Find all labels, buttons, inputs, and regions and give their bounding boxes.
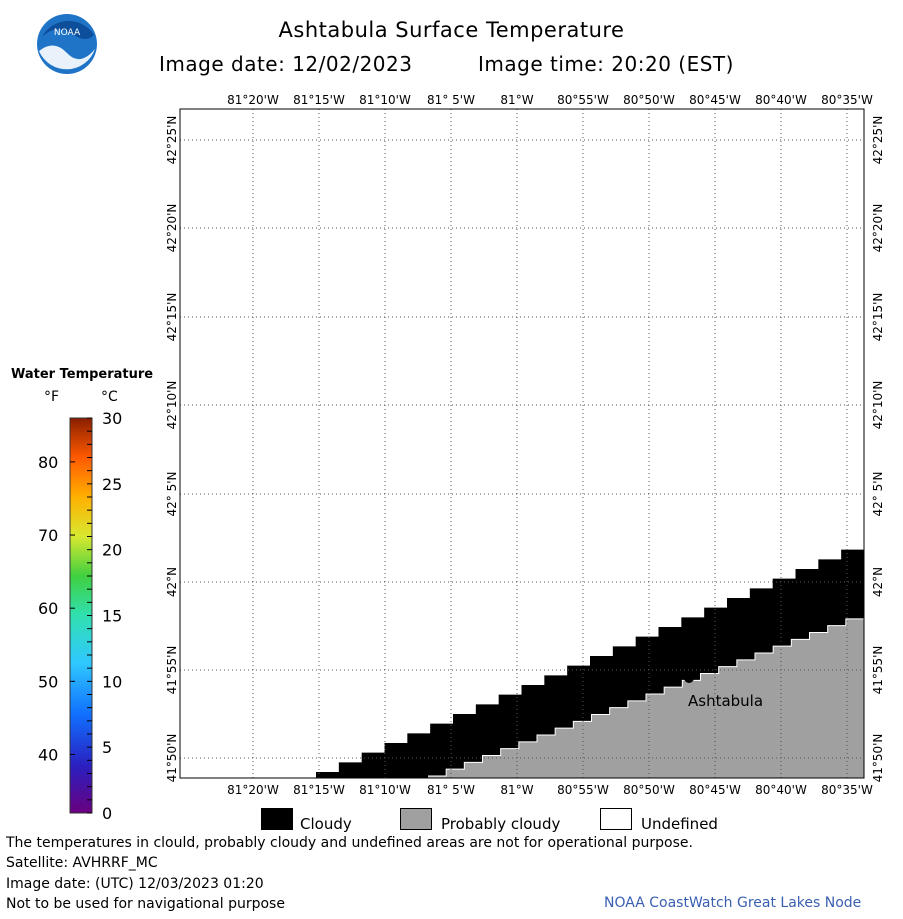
noaa-logo: NOAA bbox=[36, 13, 98, 79]
lat-label-right: 42°20'N bbox=[871, 204, 885, 253]
legend-title: Water Temperature bbox=[11, 367, 154, 382]
lat-label-right: 42° 5'N bbox=[871, 472, 885, 517]
map-border bbox=[179, 108, 865, 779]
legend-f-label: 70 bbox=[38, 526, 58, 545]
footer-satellite: Satellite: AVHRRF_MC bbox=[6, 855, 158, 871]
map-layer: 81°20'W 81°15'W 81°10'W 81° 5'W 81°W 80°55'W 8… bbox=[38, 93, 885, 823]
lat-label-right: 41°55'N bbox=[871, 646, 885, 695]
key-swatch-probably-cloudy bbox=[400, 808, 432, 830]
footer-utc-date: Image date: (UTC) 12/03/2023 01:20 bbox=[6, 876, 264, 892]
key-label-probably-cloudy: Probably cloudy bbox=[441, 815, 561, 833]
footer-note: The temperatures in clould, probably clo… bbox=[6, 835, 693, 851]
lon-label-bottom: 81°W bbox=[500, 783, 533, 797]
city-label: Ashtabula bbox=[688, 692, 763, 710]
lat-label-left: 41°55'N bbox=[165, 646, 179, 695]
key-swatch-undefined bbox=[600, 808, 632, 830]
lon-label-bottom: 80°40'W bbox=[755, 783, 807, 797]
key-label-cloudy: Cloudy bbox=[300, 815, 352, 833]
lon-label-top: 80°45'W bbox=[689, 93, 741, 107]
lat-label-left: 42° 5'N bbox=[165, 472, 179, 517]
lon-label-bottom: 80°50'W bbox=[623, 783, 675, 797]
lon-label-bottom: 80°35'W bbox=[821, 783, 873, 797]
lon-label-top: 80°50'W bbox=[623, 93, 675, 107]
key-swatch-cloudy bbox=[261, 808, 293, 830]
lon-label-top: 80°55'W bbox=[557, 93, 609, 107]
legend-c-label: 25 bbox=[102, 475, 122, 494]
footer-nav-warning: Not to be used for navigational purpose bbox=[6, 896, 285, 912]
lon-label-top: 81°15'W bbox=[293, 93, 345, 107]
lon-label-top: 80°35'W bbox=[821, 93, 873, 107]
lat-label-right: 42°10'N bbox=[871, 381, 885, 430]
footer-credit: NOAA CoastWatch Great Lakes Node bbox=[604, 895, 862, 911]
lon-label-top: 81°20'W bbox=[227, 93, 279, 107]
legend-c-label: 10 bbox=[102, 672, 122, 691]
legend-c-label: 0 bbox=[102, 804, 112, 823]
lon-label-bottom: 80°55'W bbox=[557, 783, 609, 797]
page-title: Ashtabula Surface Temperature bbox=[278, 18, 625, 42]
image-date-label: Image date: 12/02/2023 bbox=[159, 52, 413, 76]
legend-c-label: 30 bbox=[102, 409, 122, 428]
lat-label-left: 42°15'N bbox=[165, 293, 179, 342]
image-time-label: Image time: 20:20 (EST) bbox=[478, 52, 734, 76]
lon-label-top: 81°W bbox=[500, 93, 533, 107]
lon-label-bottom: 81° 5'W bbox=[427, 783, 475, 797]
legend-f-label: 60 bbox=[38, 599, 58, 618]
lat-label-left: 42°10'N bbox=[165, 381, 179, 430]
lat-label-left: 42°20'N bbox=[165, 204, 179, 253]
lat-label-right: 42°25'N bbox=[871, 116, 885, 165]
lon-label-top: 81° 5'W bbox=[427, 93, 475, 107]
legend-f-label: 40 bbox=[38, 745, 58, 764]
lon-label-top: 80°40'W bbox=[755, 93, 807, 107]
lat-label-right: 42°N bbox=[871, 567, 885, 597]
legend-c-label: 5 bbox=[102, 738, 112, 757]
coastline bbox=[428, 612, 865, 778]
legend-f-label: 50 bbox=[38, 672, 58, 691]
city-marker bbox=[684, 673, 694, 683]
lat-label-left: 41°50'N bbox=[165, 734, 179, 783]
lon-label-bottom: 81°20'W bbox=[227, 783, 279, 797]
noaa-logo-text: NOAA bbox=[54, 28, 81, 38]
legend-c-label: 15 bbox=[102, 607, 122, 626]
legend-f-label: 80 bbox=[38, 453, 58, 472]
lon-label-top: 81°10'W bbox=[359, 93, 411, 107]
legend-c-label: 20 bbox=[102, 541, 122, 560]
key-label-undefined: Undefined bbox=[641, 815, 718, 833]
legend-unit-c: °C bbox=[101, 389, 118, 405]
lon-label-bottom: 80°45'W bbox=[689, 783, 741, 797]
lon-label-bottom: 81°15'W bbox=[293, 783, 345, 797]
lat-label-right: 41°50'N bbox=[871, 734, 885, 783]
lat-label-left: 42°N bbox=[165, 567, 179, 597]
lon-label-bottom: 81°10'W bbox=[359, 783, 411, 797]
legend-unit-f: °F bbox=[44, 389, 60, 405]
lat-label-left: 42°25'N bbox=[165, 116, 179, 165]
lat-label-right: 42°15'N bbox=[871, 293, 885, 342]
